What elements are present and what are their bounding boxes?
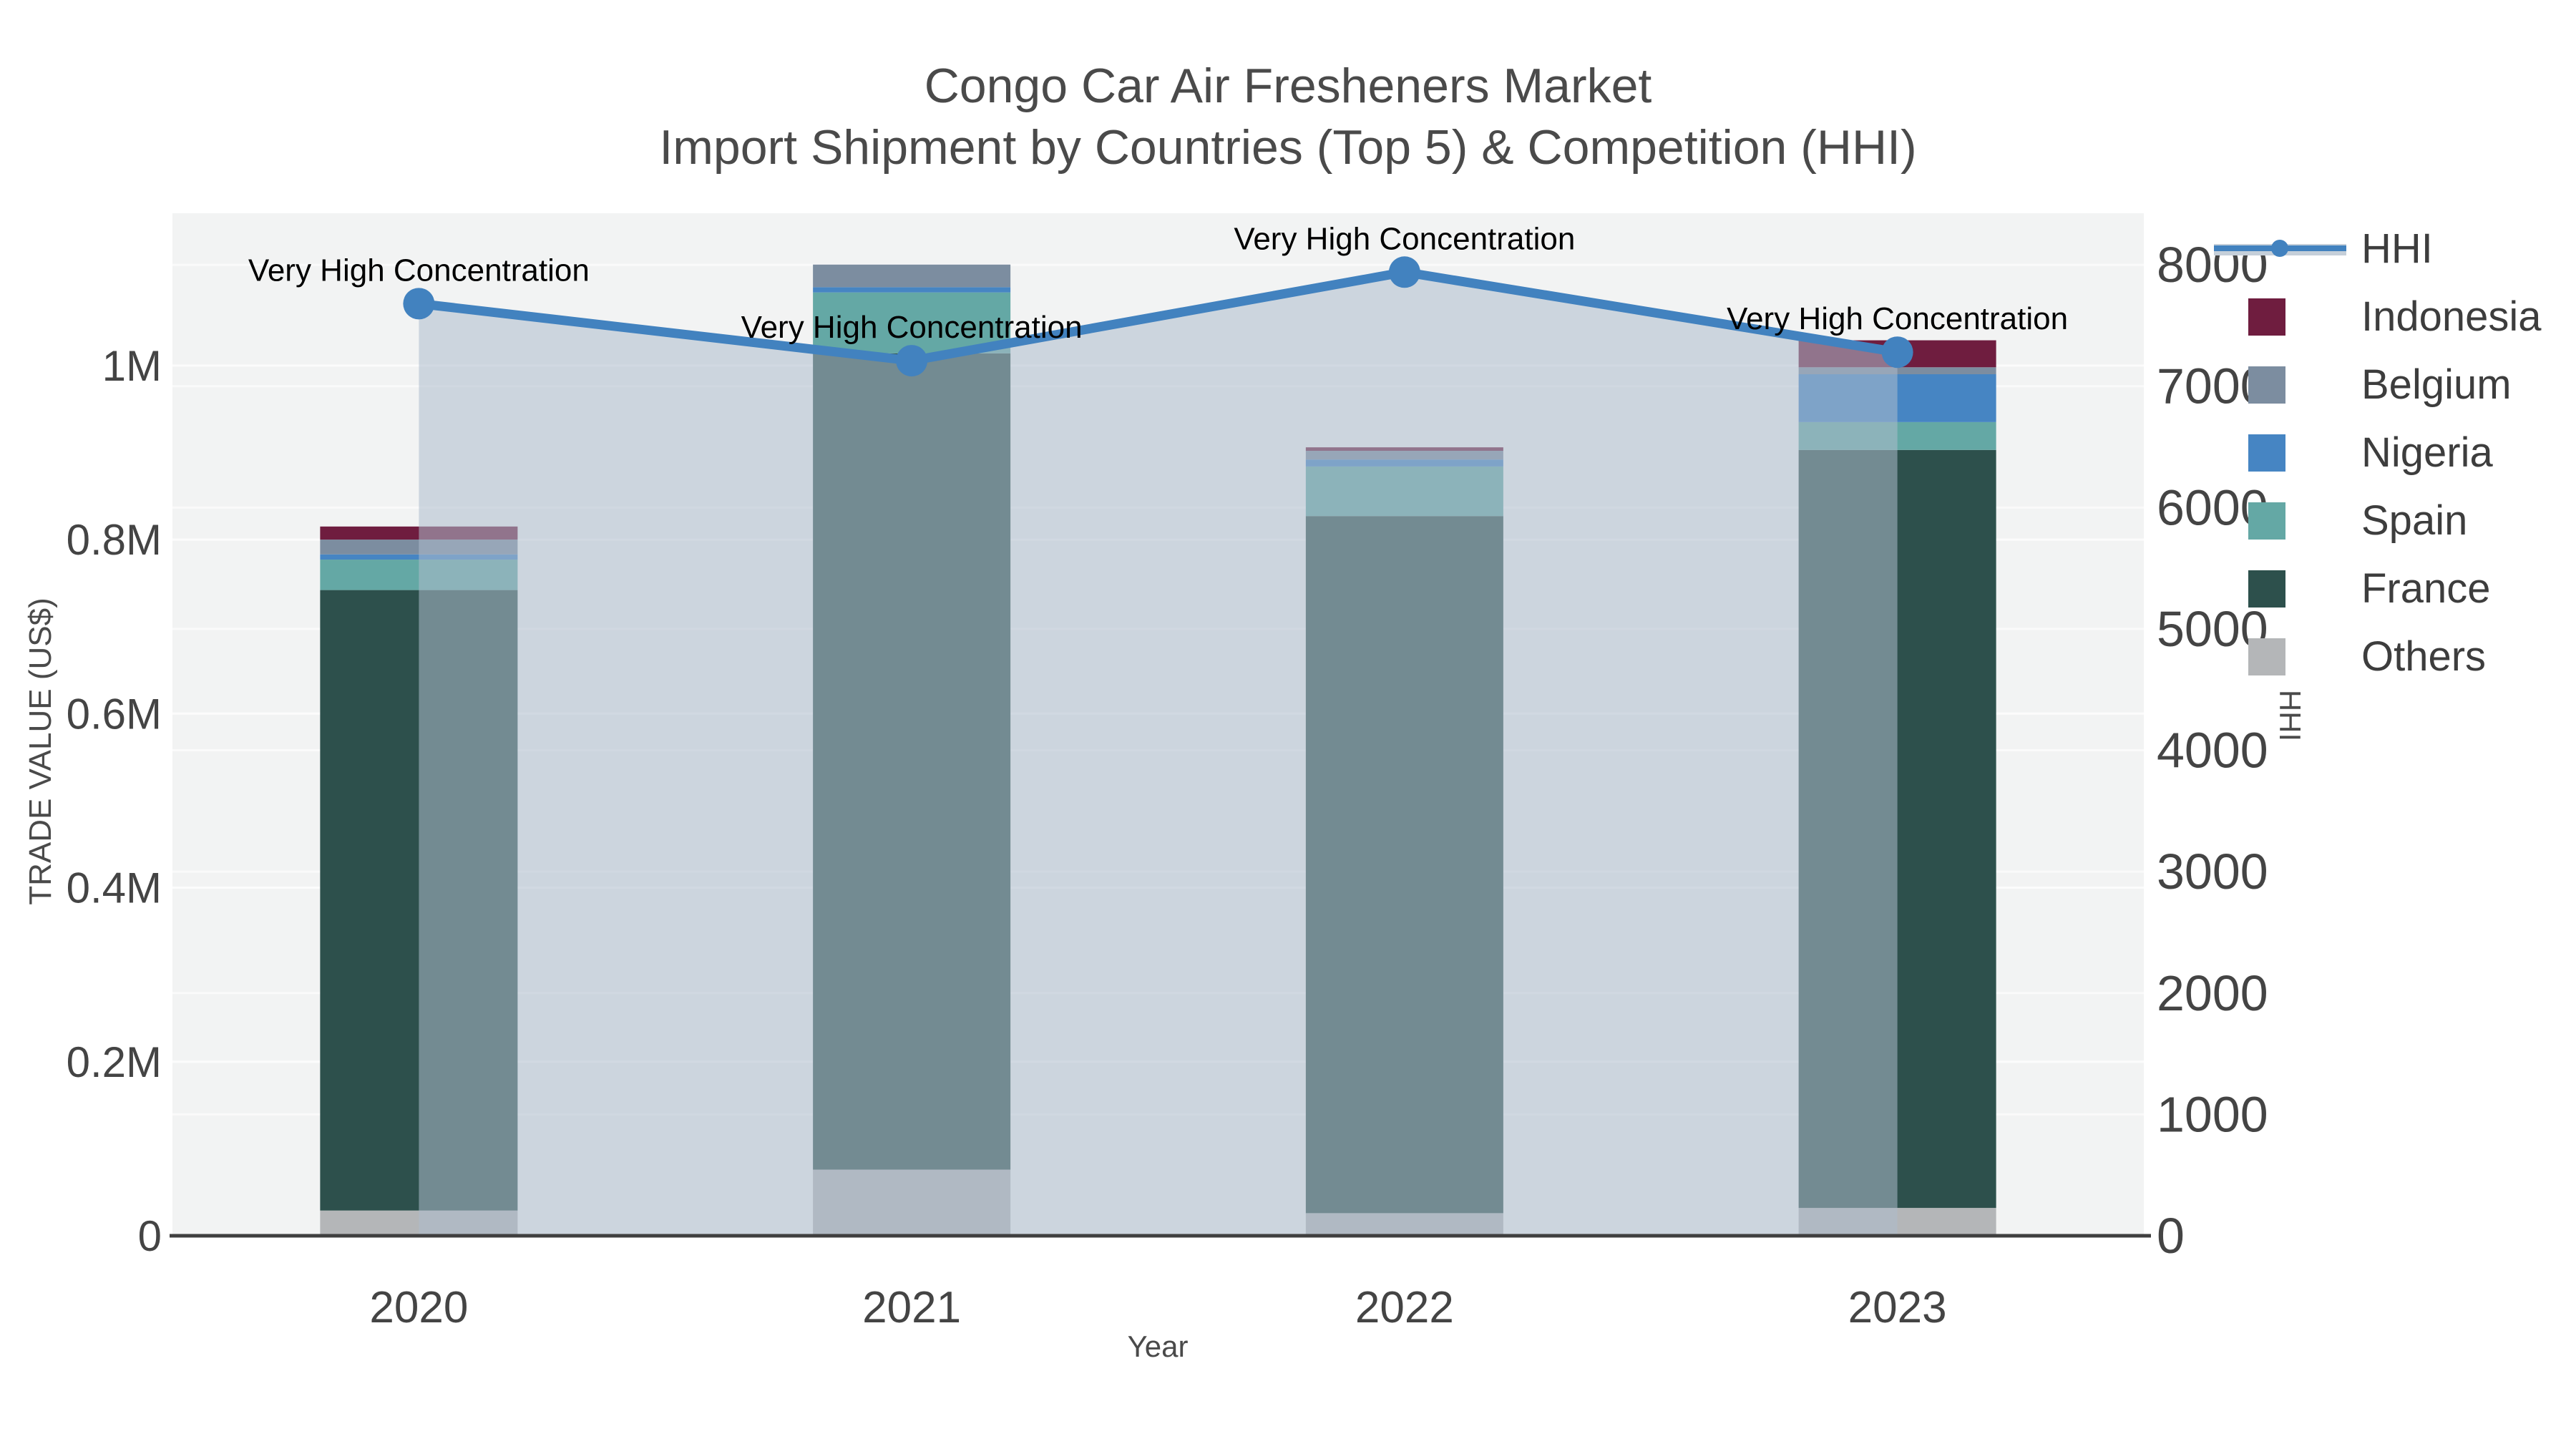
y-left-axis-title: TRADE VALUE (US$)	[23, 597, 58, 905]
legend-swatch-icon	[2204, 502, 2347, 540]
legend-item-spain[interactable]: Spain	[2204, 487, 2542, 555]
bar-segment-belgium-2021[interactable]	[813, 264, 1011, 288]
hhi-line-swatch-icon	[2204, 233, 2347, 265]
legend-swatch-icon	[2204, 298, 2347, 336]
y-left-tick-0.6M: 0.6M	[67, 690, 162, 738]
y-right-tick-4000: 4000	[2157, 723, 2268, 779]
hhi-marker-2022[interactable]	[1388, 256, 1420, 288]
legend-item-france[interactable]: France	[2204, 555, 2542, 623]
y-left-tick-0: 0	[138, 1212, 162, 1260]
hhi-line	[418, 267, 1898, 366]
hhi-marker-2023[interactable]	[1881, 336, 1913, 369]
legend-color-square	[2248, 570, 2285, 608]
x-tick-2020: 2020	[369, 1283, 468, 1332]
y-left-tick-1M: 1M	[102, 342, 162, 390]
legend: HHI Indonesia Belgium Nigeria Spain France Oth…	[2204, 215, 2542, 691]
legend-label: Others	[2361, 633, 2487, 680]
legend-label: Nigeria	[2361, 429, 2493, 476]
legend-color-square	[2248, 638, 2285, 675]
legend-color-square	[2248, 298, 2285, 336]
hhi-marker-2021[interactable]	[896, 345, 928, 377]
bar-segment-spain-2021[interactable]	[813, 292, 1011, 353]
x-axis-title: Year	[1127, 1330, 1189, 1363]
chart-title: Congo Car Air Fresheners Market Import S…	[0, 56, 2576, 178]
legend-color-square	[2248, 502, 2285, 540]
x-tick-2021: 2021	[862, 1283, 961, 1332]
legend-swatch-icon	[2204, 434, 2347, 472]
chart-title-line2: Import Shipment by Countries (Top 5) & C…	[659, 119, 1917, 175]
y-right-tick-1000: 1000	[2157, 1086, 2268, 1142]
y-left-tick-0.8M: 0.8M	[67, 516, 162, 564]
legend-label: Belgium	[2361, 361, 2512, 408]
bar-segment-nigeria-2021[interactable]	[813, 287, 1011, 293]
legend-label: Indonesia	[2361, 293, 2542, 340]
chart-title-line1: Congo Car Air Fresheners Market	[924, 59, 1652, 113]
hhi-area-fill	[419, 272, 1898, 1236]
annotation-2020: Very High Concentration	[248, 253, 590, 288]
legend-label: France	[2361, 565, 2491, 612]
y-right-tick-2000: 2000	[2157, 965, 2268, 1021]
hhi-marker-2020[interactable]	[403, 288, 435, 320]
legend-swatch-icon	[2204, 366, 2347, 404]
y-right-axis-title: HHI	[2273, 689, 2307, 742]
y-right-tick-3000: 3000	[2157, 844, 2268, 899]
legend-color-square	[2248, 434, 2285, 472]
annotation-2022: Very High Concentration	[1234, 221, 1575, 256]
legend-item-others[interactable]: Others	[2204, 623, 2542, 691]
annotation-2023: Very High Concentration	[1727, 301, 2068, 336]
x-tick-2022: 2022	[1355, 1283, 1454, 1332]
annotation-2021: Very High Concentration	[741, 310, 1083, 345]
legend-swatch-icon	[2204, 638, 2347, 675]
y-left-tick-0.4M: 0.4M	[67, 864, 162, 912]
legend-swatch-icon	[2204, 570, 2347, 608]
legend-color-square	[2248, 366, 2285, 404]
legend-label: Spain	[2361, 497, 2468, 544]
legend-item-indonesia[interactable]: Indonesia	[2204, 283, 2542, 351]
y-right-tick-0: 0	[2157, 1208, 2185, 1264]
legend-label: HHI	[2361, 225, 2433, 272]
legend-item-belgium[interactable]: Belgium	[2204, 351, 2542, 419]
legend-item-nigeria[interactable]: Nigeria	[2204, 419, 2542, 487]
x-tick-2023: 2023	[1848, 1283, 1947, 1332]
y-left-tick-0.2M: 0.2M	[67, 1038, 162, 1086]
legend-item-hhi[interactable]: HHI	[2204, 215, 2542, 283]
